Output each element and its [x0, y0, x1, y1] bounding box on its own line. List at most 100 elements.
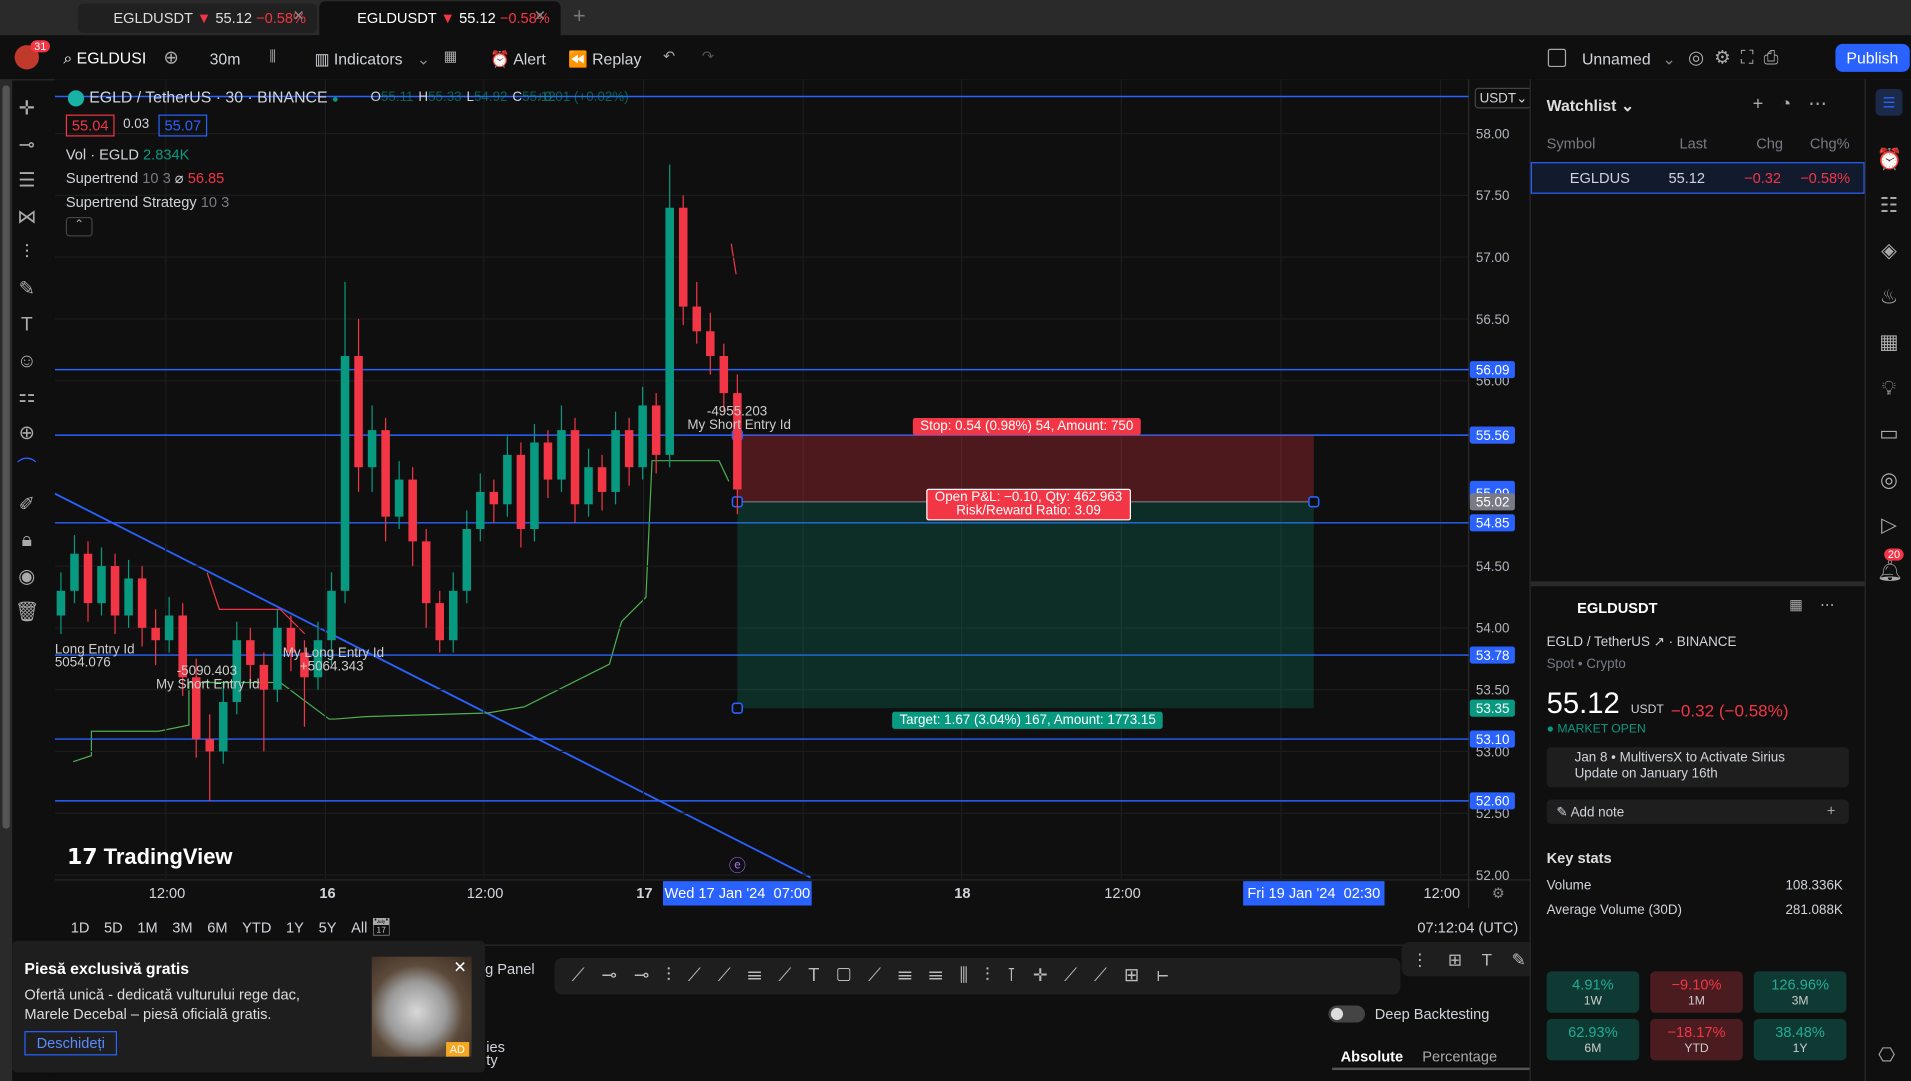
candle-body [624, 430, 634, 468]
candle-body [97, 566, 106, 604]
legend-strategy: Supertrend Strategy 10 3 [66, 194, 229, 211]
range-bar: 1D 5D 1M 3M 6M YTD 1Y 5Y All [71, 919, 382, 936]
y-tick-label: 53.50 [1476, 683, 1510, 698]
range-button[interactable]: 1D [70, 918, 90, 936]
divider [1530, 581, 1865, 587]
alert[interactable]: ⏰ Alert [489, 49, 546, 69]
range-button[interactable]: 5Y [318, 918, 337, 936]
undo[interactable]: ↶ [663, 47, 676, 65]
details-name: EGLD / TetherUS ↗ · BINANCE [1546, 634, 1737, 650]
legend-volume: Vol · EGLD 2.834K [66, 146, 190, 163]
range-button[interactable]: 6M [207, 918, 228, 936]
drawing-toolbar[interactable]: ⟋⊸⊸⫶⟋⟋☰⟋T▢⟋☰☰⫼⫶⊺✛⟋⟋⊞⊢ [554, 957, 1401, 995]
news-card[interactable] [1546, 747, 1849, 788]
candle-body [570, 430, 580, 505]
search[interactable]: ⌕ EGLDUSI [63, 48, 147, 68]
perf-cell: 38.48% 1Y [1753, 1018, 1847, 1061]
sidebar-icon[interactable]: ⎔ [1878, 1045, 1896, 1067]
bid[interactable]: 55.04 [65, 114, 115, 137]
replay-text: Replay [592, 49, 642, 69]
partial-text: ies [486, 1038, 505, 1056]
currency[interactable]: USDT⌄ [1474, 87, 1533, 109]
status-text: MARKET OPEN [1557, 722, 1646, 737]
add-symbol[interactable]: ⊕ [163, 47, 179, 69]
watchlist-row[interactable] [1530, 162, 1865, 194]
close-icon[interactable]: ✕ [292, 7, 305, 25]
templates[interactable]: ▦ [443, 47, 458, 65]
y-tick-label: 58.00 [1476, 126, 1510, 141]
layout-icon[interactable] [1547, 48, 1567, 68]
y-tick-label: 56.50 [1476, 312, 1510, 327]
axis-settings[interactable]: ⚙ [1491, 884, 1505, 902]
perf-cell: 4.91% 1W [1546, 971, 1640, 1013]
interval[interactable]: 30m [209, 49, 241, 69]
watchlist-title[interactable]: Watchlist ⌄ [1546, 96, 1635, 115]
details-currency: USDT [1630, 703, 1664, 717]
plot-area [54, 79, 1469, 880]
layout[interactable]: Unnamed ⌄ [1581, 49, 1676, 69]
toolbar [0, 35, 1911, 81]
toolbar-icons[interactable]: ◎ ⚙ ⛶ ⎙ [1687, 47, 1779, 69]
trade-id: My Short Entry Id [156, 677, 260, 693]
tab-label: EGLDUSDT ▼ 55.12 −0.58% [113, 9, 307, 27]
ask[interactable]: 55.07 [158, 114, 208, 137]
range-button[interactable]: 1Y [286, 918, 304, 936]
range-button[interactable]: YTD [242, 918, 272, 936]
tab[interactable] [78, 3, 317, 33]
close-icon[interactable]: ✕ [533, 7, 547, 25]
clock: 07:12:04 (UTC) [1417, 918, 1519, 936]
candle-body [70, 553, 79, 591]
range-button[interactable]: 5D [104, 918, 123, 936]
tab-percentage[interactable]: Percentage [1422, 1048, 1498, 1066]
replay[interactable]: ⏪ Replay [567, 49, 642, 69]
ohlc-value: 54.92 [473, 90, 508, 105]
new-tab[interactable]: + [572, 3, 586, 29]
tab-symbol: EGLDUSDT [357, 9, 437, 27]
collapse[interactable]: ⌃ [65, 216, 93, 237]
ad-button[interactable]: Deschideți [24, 1031, 118, 1056]
ad-close[interactable]: ✕ [453, 957, 467, 977]
indicators-text: Indicators [333, 49, 403, 69]
range-button[interactable]: All [351, 918, 368, 936]
trade-pnl: -4955.203 [706, 404, 768, 420]
perf-cell: −9.10% 1M [1650, 971, 1743, 1013]
publish[interactable]: Publish [1835, 43, 1910, 72]
handle[interactable] [1308, 496, 1320, 508]
perf-period: 1Y [1792, 1042, 1808, 1056]
add-note-plus[interactable]: + [1826, 801, 1836, 819]
candle-body [503, 454, 512, 505]
range-button[interactable]: 3M [172, 918, 193, 936]
chart-type[interactable]: ⫼ [269, 47, 277, 65]
perf-cell: 62.93% 6M [1546, 1018, 1640, 1061]
details-actions[interactable]: ▦⋯ [1789, 595, 1852, 614]
price-tag [1469, 730, 1515, 748]
name-text: EGLD / TetherUS [1546, 634, 1650, 650]
tab-active[interactable] [319, 1, 561, 36]
candle-body [164, 615, 174, 641]
add-note[interactable] [1546, 799, 1849, 824]
tab-absolute[interactable]: Absolute [1340, 1048, 1404, 1066]
panel-title: g Panel [485, 960, 535, 978]
drawing-tools[interactable]: ✛ ⊸ ☰ ⋈ ⫶ ✎ T ☺ ⚏ ⊕ ⌒ ✐ 🔒︎ ◉ 🗑︎ [14, 98, 40, 623]
event-icon[interactable]: ⓔ [729, 856, 746, 875]
search-text: EGLDUSI [76, 48, 147, 68]
supertrend-line [72, 460, 730, 763]
candle-body [516, 454, 526, 530]
candle-body [83, 553, 93, 604]
candle-body [706, 331, 715, 357]
news-text: Jan 8 • MultiversX to Activate Sirius Up… [1574, 750, 1785, 782]
date-range[interactable]: 📅︎ [370, 916, 393, 937]
tab-change: −0.58% [256, 9, 307, 27]
watchlist-actions[interactable]: +◔⋯ [1752, 93, 1844, 115]
sidebar-icons[interactable]: ⏰ ☷ ◈ ♨ ▦ 💡︎ ▭ ◎ ▷ 🔔︎ [1876, 147, 1904, 582]
handle[interactable] [731, 702, 744, 714]
range-button[interactable]: 1M [137, 918, 158, 936]
redo[interactable]: ↷ [702, 47, 715, 65]
watchlist-title-text: Watchlist [1546, 96, 1617, 115]
exchange-text: BINANCE [1676, 634, 1737, 650]
y-tick-label: 53.00 [1476, 744, 1510, 759]
indicators[interactable]: ▥ Indicators ⌄ [314, 49, 430, 69]
stat-label: Average Volume (30D) [1546, 903, 1682, 918]
sidebar-icon[interactable]: ☰ [1875, 88, 1903, 116]
vol-label: Vol · EGLD [65, 146, 139, 164]
